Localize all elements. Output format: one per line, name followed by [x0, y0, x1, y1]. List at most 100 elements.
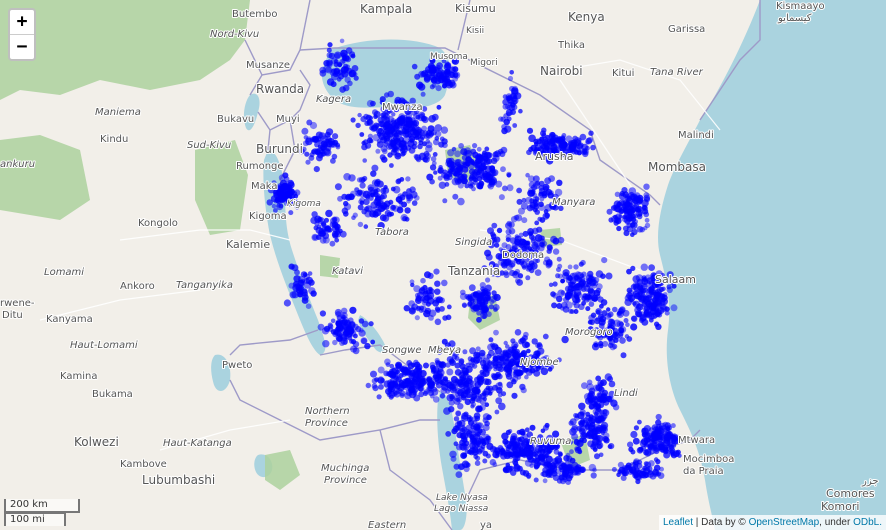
data-point [586, 383, 594, 391]
data-point [439, 306, 445, 312]
data-point [334, 237, 340, 243]
data-point [376, 141, 384, 148]
data-point [580, 424, 588, 433]
data-point [556, 295, 563, 303]
data-point [479, 397, 487, 405]
data-point [445, 69, 451, 75]
zoom-in-button[interactable]: + [16, 11, 28, 32]
data-point [331, 231, 339, 238]
data-point [267, 186, 275, 194]
data-point [592, 426, 600, 435]
data-point [620, 475, 627, 481]
data-point [552, 237, 560, 245]
data-point [418, 391, 425, 398]
data-point [462, 303, 467, 308]
data-point [550, 136, 557, 144]
label-muchinga: Muchinga [321, 463, 369, 474]
data-point [514, 255, 522, 262]
data-point [443, 376, 448, 382]
data-point [605, 272, 613, 280]
zoom-out-button[interactable]: − [10, 34, 34, 59]
data-point [511, 379, 517, 385]
data-point [389, 163, 394, 168]
data-point [446, 304, 452, 310]
data-point [398, 103, 405, 111]
data-point [509, 444, 516, 451]
label-haut-lomami: Haut-Lomami [70, 340, 138, 351]
data-point [546, 439, 554, 447]
data-point [576, 439, 584, 448]
data-point [474, 460, 481, 467]
data-point [574, 446, 582, 454]
data-point [531, 227, 539, 235]
data-point [581, 271, 587, 278]
osm-link[interactable]: OpenStreetMap [748, 517, 820, 528]
data-point [585, 306, 591, 312]
data-point [404, 216, 410, 222]
data-point [528, 134, 536, 143]
data-point [504, 351, 510, 357]
data-point [559, 136, 566, 143]
data-point [445, 314, 452, 321]
data-point [395, 362, 402, 369]
data-point [456, 396, 462, 403]
data-point [374, 196, 382, 204]
label-tabora: Tabora [375, 227, 409, 238]
data-point [462, 372, 470, 380]
data-point [537, 216, 543, 222]
data-point [364, 342, 371, 350]
data-point [534, 269, 542, 276]
data-point [508, 98, 515, 105]
data-point [578, 261, 584, 267]
label-kambove: Kambove [120, 459, 167, 470]
data-point [345, 47, 353, 54]
data-point [352, 323, 359, 330]
data-point [361, 320, 369, 328]
data-point [526, 127, 534, 134]
data-point [403, 368, 411, 377]
data-point [446, 368, 454, 376]
data-point [439, 393, 446, 399]
data-point [628, 214, 634, 219]
data-point [521, 335, 528, 341]
data-point [511, 345, 517, 352]
data-point [360, 116, 367, 123]
data-point [612, 404, 620, 411]
data-point [503, 340, 508, 346]
data-point [642, 465, 648, 471]
data-point [487, 343, 495, 351]
data-point [326, 47, 332, 53]
data-point [600, 421, 609, 430]
data-point [520, 350, 528, 357]
data-point [647, 470, 653, 476]
data-point [461, 379, 469, 387]
data-point [643, 461, 649, 466]
data-point [559, 146, 567, 154]
data-point [351, 215, 356, 220]
data-point [654, 321, 660, 327]
data-point [309, 121, 318, 130]
data-point [495, 252, 503, 260]
data-point [630, 315, 637, 322]
data-point [584, 424, 591, 431]
data-point [491, 222, 498, 229]
data-point [478, 180, 485, 187]
data-point [633, 425, 640, 431]
data-point [659, 286, 665, 293]
data-point [350, 117, 356, 123]
data-point [480, 438, 486, 445]
label-manyara: Manyara [552, 197, 595, 208]
data-point [454, 159, 462, 167]
data-point [635, 274, 644, 282]
data-point [551, 302, 558, 309]
odbl-link[interactable]: ODbL. [853, 517, 882, 528]
data-point [482, 390, 490, 397]
data-point [542, 467, 549, 474]
data-point [474, 168, 479, 174]
data-point [474, 359, 479, 365]
label-province: Province [305, 418, 348, 429]
data-point [506, 171, 512, 178]
leaflet-link[interactable]: Leaflet [662, 517, 694, 528]
data-point [627, 289, 635, 297]
